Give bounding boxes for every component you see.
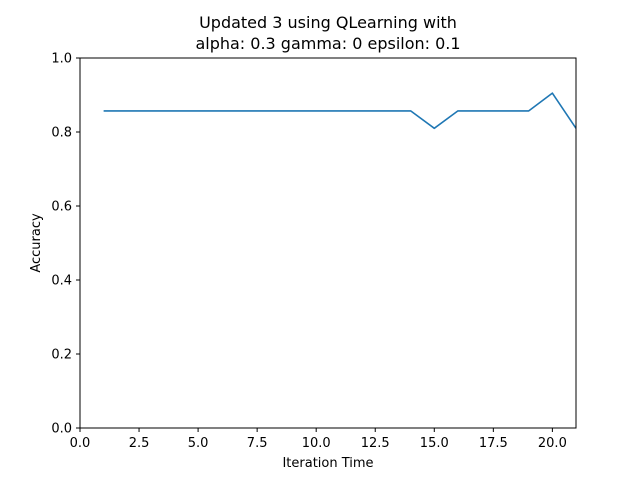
y-tick-label: 0.6 xyxy=(51,200,72,215)
y-axis: 0.0 0.2 0.4 0.6 0.8 1.0 xyxy=(51,52,80,437)
y-axis-label: Accuracy xyxy=(29,213,44,273)
chart-title-line-1: Updated 3 using QLearning with xyxy=(199,13,457,32)
x-tick-label: 20.0 xyxy=(538,436,567,451)
x-tick-label: 10.0 xyxy=(302,436,331,451)
y-tick-label: 0.2 xyxy=(51,348,72,363)
x-tick-label: 2.5 xyxy=(129,436,150,451)
y-tick-label: 0.8 xyxy=(51,126,72,141)
x-tick-label: 15.0 xyxy=(420,436,449,451)
x-tick-label: 5.0 xyxy=(188,436,209,451)
plot-area xyxy=(103,92,576,130)
x-tick-label: 0.0 xyxy=(70,436,91,451)
chart-title-line-2: alpha: 0.3 gamma: 0 epsilon: 0.1 xyxy=(195,34,460,53)
x-axis: 0.0 2.5 5.0 7.5 10.0 12.5 15.0 17.5 20.0 xyxy=(70,428,567,451)
plot-frame xyxy=(79,57,577,429)
accuracy-series-line xyxy=(103,92,576,130)
x-tick-label: 17.5 xyxy=(479,436,508,451)
y-tick-label: 0.4 xyxy=(51,274,72,289)
y-tick-label: 0.0 xyxy=(51,422,72,437)
x-axis-label: Iteration Time xyxy=(282,456,373,471)
y-tick-label: 1.0 xyxy=(51,52,72,67)
x-tick-label: 12.5 xyxy=(361,436,390,451)
x-tick-label: 7.5 xyxy=(247,436,268,451)
